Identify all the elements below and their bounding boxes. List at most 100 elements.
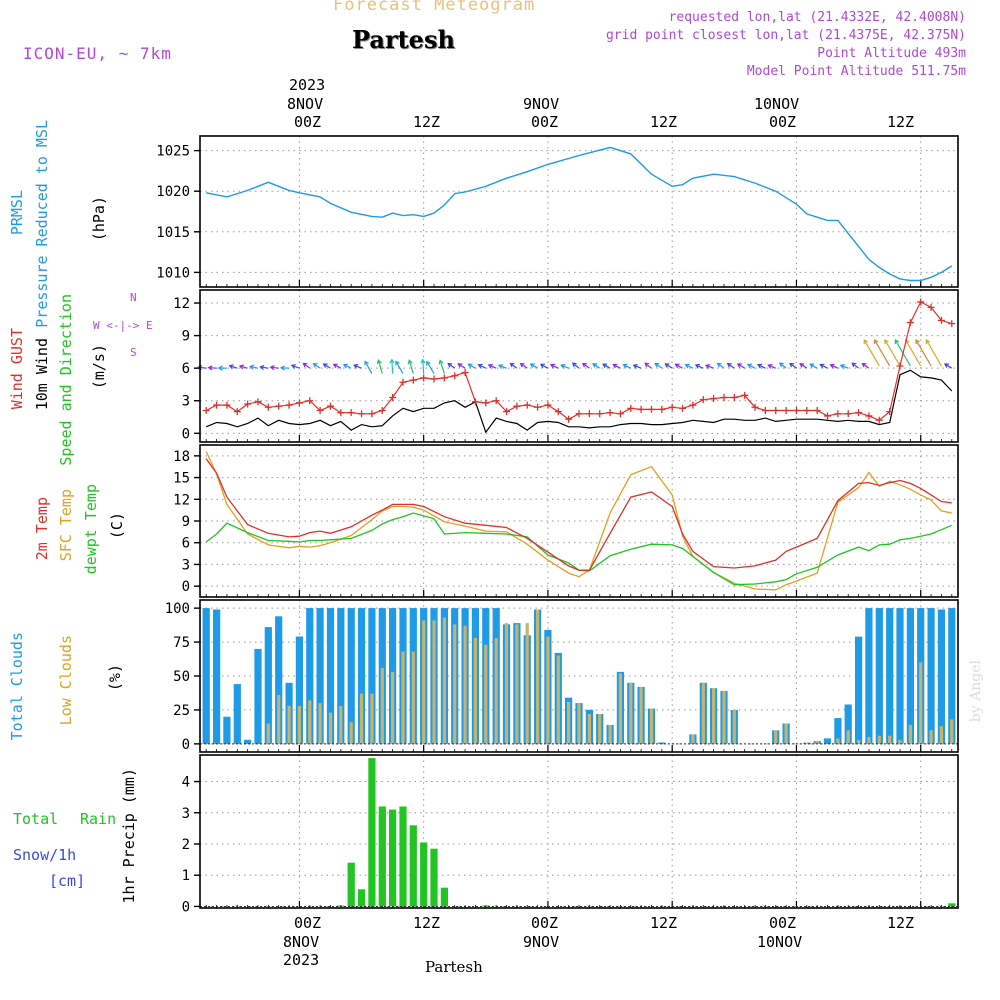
low-cloud-bar [836, 738, 840, 744]
low-cloud-bar [691, 734, 695, 744]
low-cloud-bar [287, 705, 291, 744]
wind-arrow-head [654, 362, 660, 368]
y-tick-label: 12 [173, 296, 190, 312]
gust-marker [409, 376, 417, 384]
wind-arrow-shaft [623, 364, 632, 369]
total-cloud-bar [326, 608, 335, 744]
y-tick-label: 3 [182, 806, 190, 822]
wind-gust-label: Wind GUST [8, 328, 26, 410]
low-cloud-bar [939, 726, 943, 744]
total-cloud-bar [823, 738, 832, 744]
wind-direction-arrow [238, 364, 248, 370]
precip-bar [440, 887, 448, 907]
wind-arrow-shaft [820, 364, 828, 369]
low-cloud-bar [898, 739, 902, 744]
wind-arrow-head [571, 362, 577, 368]
total-cloud-bar [855, 636, 863, 744]
total-cloud-bar [937, 609, 945, 744]
low-cloud-bar [308, 700, 312, 744]
wind-direction-arrow [353, 363, 362, 369]
wind-arrow-shaft [561, 364, 569, 369]
wind-arrow-shaft [408, 360, 414, 374]
wind-arrow-head [438, 359, 444, 365]
wind-arrow-head [581, 362, 587, 368]
low-cloud-bar [919, 662, 923, 744]
gust-marker [492, 397, 500, 405]
bottom-axis-hour: 00Z [531, 914, 559, 932]
wind-arrow-shaft [343, 364, 352, 369]
gust-marker [575, 410, 583, 418]
low-cloud-bar [453, 624, 457, 744]
total-cloud-bar [254, 648, 262, 744]
gust-marker [647, 405, 655, 413]
gust-marker [264, 403, 272, 411]
wind-arrow-shaft [905, 339, 922, 367]
wind-direction-arrow [560, 363, 569, 369]
gust-marker [440, 374, 448, 382]
y-tick-label: 4 [182, 775, 190, 791]
wind-arrow-shaft [779, 362, 787, 369]
precip-total-label: Total [13, 810, 59, 828]
gust-marker [772, 407, 780, 415]
wind-direction-arrow [207, 365, 217, 371]
wind-direction-arrow [395, 360, 404, 374]
precip-cm-label: [cm] [49, 872, 86, 890]
total-cloud-bar [306, 608, 314, 744]
wind-arrow-head [497, 364, 504, 369]
top-axis-day-2: 9NOV [523, 95, 560, 113]
wind-arrow-head [943, 363, 949, 368]
gust-marker [627, 404, 635, 412]
wind-direction-arrow [519, 363, 528, 369]
compass-west-east: W <-|-> E [93, 319, 153, 332]
precip-bar [389, 809, 397, 907]
wind-direction-arrow [407, 359, 414, 374]
total-cloud-bar [244, 739, 252, 744]
top-axis-day-3: 10NOV [754, 95, 800, 113]
wind-arrow-head [884, 338, 889, 345]
bottom-axis-day-3: 10NOV [757, 933, 803, 951]
gust-marker [741, 391, 749, 399]
wind-arrow-shaft [675, 363, 683, 369]
y-tick-label: 2 [182, 837, 190, 853]
wind-arrow-head [664, 363, 670, 368]
wind-direction-arrow [632, 364, 642, 369]
wind-arrow-head [269, 365, 275, 371]
wind-arrow-shaft [862, 363, 870, 369]
wind-arrow-head [560, 363, 566, 369]
wind-direction-arrow [497, 364, 507, 369]
wind-arrow-head [477, 363, 483, 369]
gust-marker [906, 319, 914, 327]
top-axis-hour: 00Z [294, 113, 322, 131]
wind-arrow-shaft [323, 363, 331, 369]
wind-direction-arrow [716, 362, 725, 369]
y-tick-label: 1020 [156, 184, 190, 200]
wind-direction-arrow [726, 363, 735, 369]
bottom-axis-hour: 00Z [769, 914, 797, 932]
clouds-panel-frame [199, 599, 959, 753]
wind-arrow-head [612, 363, 618, 369]
wind-direction-arrow [757, 363, 766, 369]
low-cloud-bar [639, 686, 643, 744]
wind-arrow-shaft [377, 359, 383, 374]
wind-arrow-shaft [333, 363, 342, 369]
wind-arrow-head [789, 362, 795, 368]
low-cloud-bar [525, 623, 529, 744]
bottom-axis-hour: 12Z [413, 914, 441, 932]
wind-arrow-shaft [633, 364, 642, 369]
total-cloud-bar [202, 608, 210, 744]
chart-title: Forecast Meteogram [333, 0, 536, 15]
gust-marker [347, 409, 355, 417]
gust-marker [285, 401, 293, 409]
low-cloud-bar [297, 705, 301, 744]
gust-marker [451, 372, 459, 380]
wind-arrow-head [207, 365, 213, 371]
wind-arrow-shaft [757, 364, 766, 369]
y-tick-label: 9 [182, 514, 190, 530]
gust-marker [689, 401, 697, 409]
temp-sfc-label: SFC Temp [57, 489, 75, 562]
wind-arrow-head [389, 358, 395, 364]
y-tick-label: 75 [173, 635, 190, 651]
gust-marker [596, 410, 604, 418]
bottom-axis-hour: 12Z [650, 914, 678, 932]
wind-arrow-shaft [768, 364, 776, 369]
